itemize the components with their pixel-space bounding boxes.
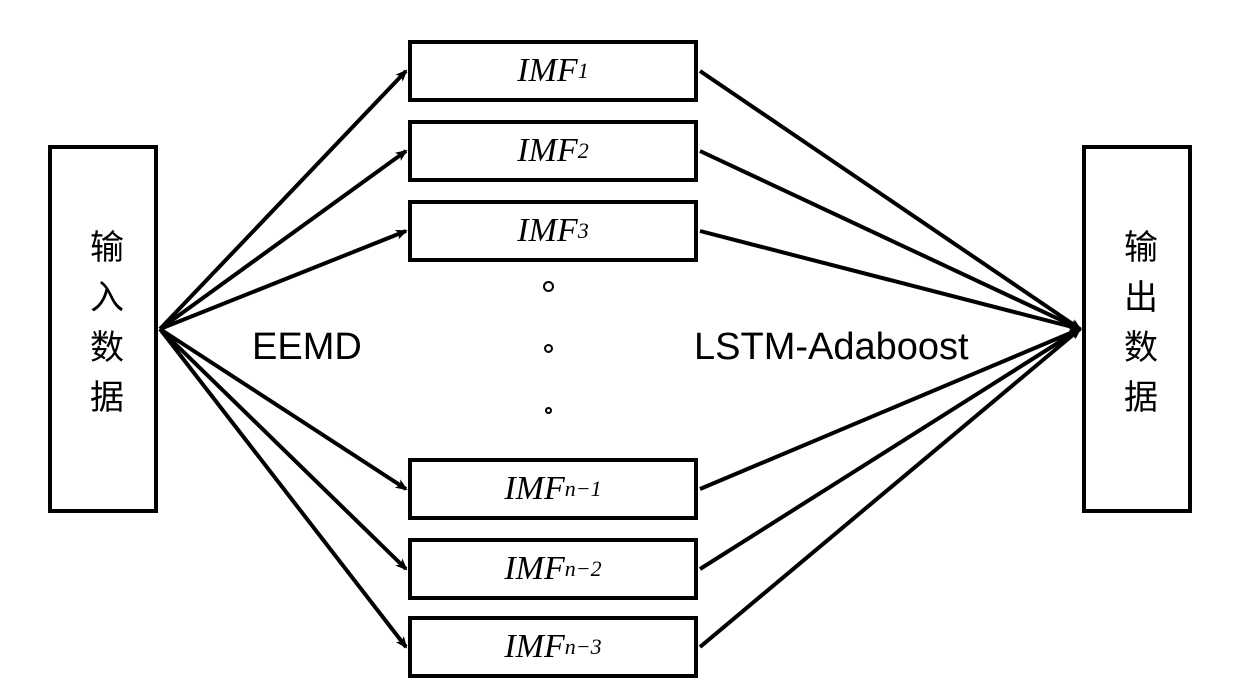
imf-box-1: IMF1 bbox=[408, 40, 698, 102]
imf-box-6: IMFn−3 bbox=[408, 616, 698, 678]
imf-subscript: n−2 bbox=[565, 556, 602, 582]
output-data-box: 输出数据 bbox=[1082, 145, 1192, 513]
input-label: 输入数据 bbox=[79, 229, 128, 429]
output-label: 输出数据 bbox=[1113, 229, 1162, 429]
imf-main-label: IMF bbox=[517, 212, 577, 250]
ellipsis-dot bbox=[544, 344, 553, 353]
imf-box-3: IMF3 bbox=[408, 200, 698, 262]
imf-main-label: IMF bbox=[504, 628, 564, 666]
ellipsis-dot bbox=[545, 407, 552, 414]
diagram-canvas: 输入数据 输出数据 IMF1IMF2IMF3IMFn−1IMFn−2IMFn−3… bbox=[0, 0, 1240, 657]
imf-main-label: IMF bbox=[504, 550, 564, 588]
imf-main-label: IMF bbox=[517, 132, 577, 170]
imf-main-label: IMF bbox=[504, 470, 564, 508]
imf-subscript: n−3 bbox=[565, 634, 602, 660]
lstm-adaboost-label: LSTM-Adaboost bbox=[694, 326, 969, 369]
imf-subscript: 1 bbox=[578, 58, 589, 84]
eemd-label: EEMD bbox=[252, 326, 362, 369]
input-data-box: 输入数据 bbox=[48, 145, 158, 513]
imf-subscript: n−1 bbox=[565, 476, 602, 502]
imf-box-5: IMFn−2 bbox=[408, 538, 698, 600]
imf-box-2: IMF2 bbox=[408, 120, 698, 182]
imf-box-4: IMFn−1 bbox=[408, 458, 698, 520]
imf-subscript: 2 bbox=[578, 138, 589, 164]
ellipsis-dot bbox=[543, 281, 554, 292]
imf-subscript: 3 bbox=[578, 218, 589, 244]
imf-main-label: IMF bbox=[517, 52, 577, 90]
